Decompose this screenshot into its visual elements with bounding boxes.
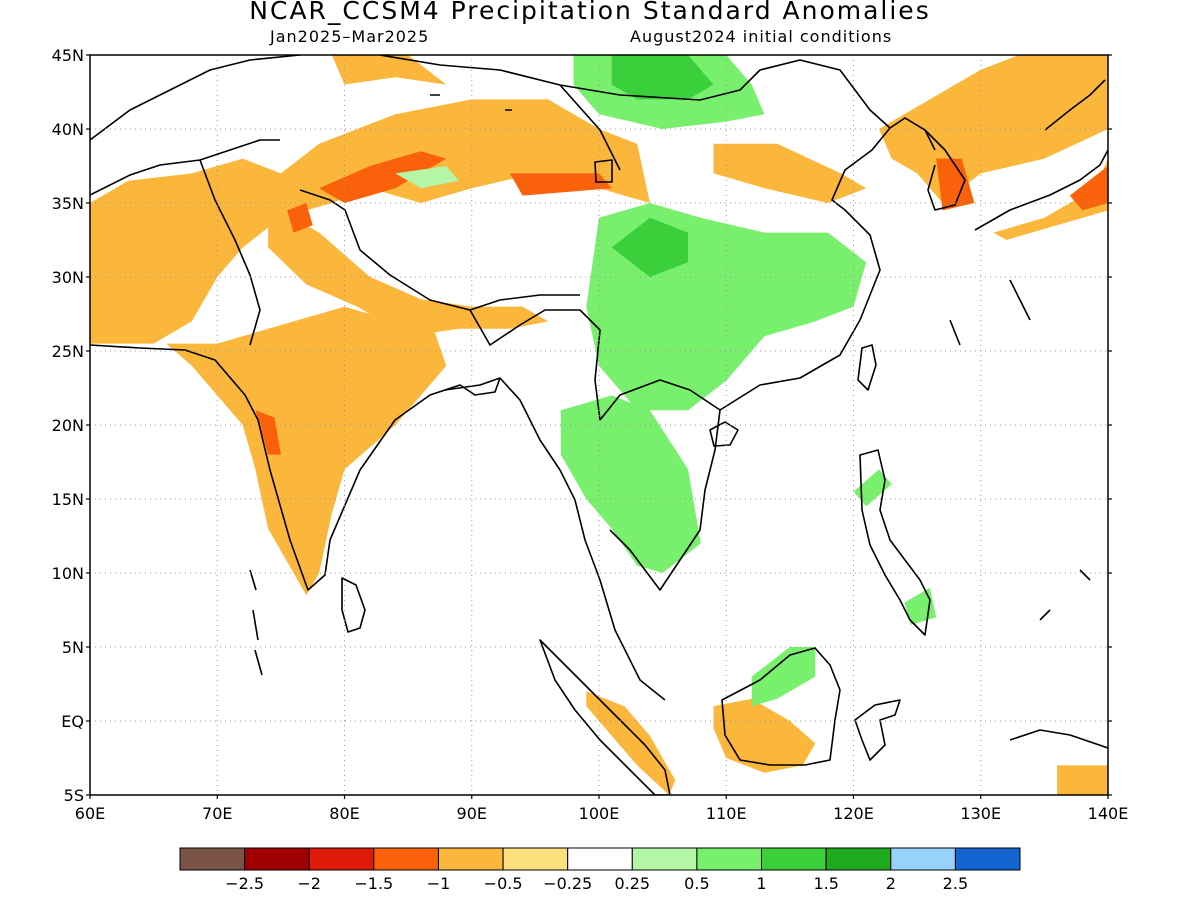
anomaly-region-sichuan-wetter (611, 217, 689, 277)
colorbar-label: 0.5 (684, 874, 709, 893)
lon-label: 90E (457, 804, 487, 823)
colorbar-swatch (761, 847, 827, 871)
colorbar-labels: −2.5 −2 −1.5 −1 −0.5 −0.25 0.25 0.5 1 1.5 2 2.5 (225, 874, 968, 893)
colorbar (179, 847, 1021, 871)
anomaly-region-mongolia-wetter (611, 55, 714, 100)
lat-label: 5N (62, 638, 84, 657)
lon-label: 70E (202, 804, 232, 823)
colorbar-swatch (631, 847, 698, 871)
anomaly-region-tarim-wet (395, 166, 459, 189)
lon-label: 100E (579, 804, 620, 823)
anomaly-shading (90, 55, 1108, 795)
anomaly-region-mongolia-dry (331, 55, 447, 85)
lat-label: 35N (52, 194, 84, 213)
anomaly-region-india-dry (166, 306, 447, 596)
anomaly-region-himalaya-dry (268, 203, 549, 337)
anomaly-region-central-asia-dry (90, 99, 650, 344)
colorbar-swatch (954, 847, 1021, 871)
anomaly-region-korea-drier (936, 158, 975, 211)
lon-label: 60E (75, 804, 105, 823)
anomaly-region-manchuria-dry (879, 55, 1108, 203)
anomaly-region-north-china-dry (713, 143, 867, 203)
anomaly-region-tibet-drier (319, 151, 447, 203)
map-title: NCAR_CCSM4 Precipitation Standard Anomal… (249, 0, 931, 25)
lat-label: 5S (64, 786, 84, 805)
colorbar-swatch (179, 847, 246, 871)
colorbar-swatch (244, 847, 310, 871)
colorbar-swatch (825, 847, 892, 871)
lat-label: 10N (52, 564, 84, 583)
latitude-tick-labels: 45N 40N 35N 30N 25N 20N 15N 10N 5N EQ 5S (52, 46, 84, 805)
anomaly-region-new-guinea-dry (1057, 765, 1108, 795)
lat-label: 20N (52, 416, 84, 435)
initial-conditions: August2024 initial conditions (630, 27, 893, 46)
anomaly-region-japan-drier (1069, 166, 1108, 211)
lon-label: 80E (329, 804, 359, 823)
anomaly-region-borneo-wet (751, 647, 816, 707)
colorbar-swatch (696, 847, 763, 871)
colorbar-swatch (373, 847, 439, 871)
colorbar-swatch (502, 847, 569, 871)
colorbar-label: 0.25 (614, 874, 650, 893)
lat-label: 30N (52, 268, 84, 287)
colorbar-label: −0.5 (484, 874, 523, 893)
colorbar-label: 2 (886, 874, 896, 893)
longitude-tick-labels: 60E 70E 80E 90E 100E 110E 120E 130E 140E (75, 804, 1129, 823)
lat-label: EQ (61, 712, 84, 731)
lon-label: 120E (833, 804, 874, 823)
lon-label: 130E (960, 804, 1001, 823)
colorbar-label: −2 (297, 874, 321, 893)
colorbar-swatch (438, 847, 504, 871)
colorbar-swatch (567, 847, 633, 871)
lat-label: 15N (52, 490, 84, 509)
anomaly-region-kashmir-drier (287, 203, 313, 233)
colorbar-label: −0.25 (543, 874, 592, 893)
lon-label: 140E (1088, 804, 1129, 823)
lat-label: 25N (52, 342, 84, 361)
colorbar-label: 2.5 (943, 874, 968, 893)
graticule (90, 55, 1108, 795)
coastline-outlines (90, 55, 1108, 795)
lat-label: 40N (52, 120, 84, 139)
colorbar-label: −1.5 (354, 874, 393, 893)
colorbar-label: −2.5 (225, 874, 264, 893)
anomaly-region-qinghai-drier (509, 173, 612, 196)
anomaly-region-western-ghats-drier (255, 410, 281, 455)
anomaly-region-south-china-wet (586, 203, 867, 411)
anomaly-region-sumatra-dry (586, 691, 676, 795)
lon-label: 110E (706, 804, 747, 823)
colorbar-swatch (308, 847, 375, 871)
axis-ticks (86, 54, 1112, 799)
colorbar-label: 1.5 (813, 874, 838, 893)
forecast-period: Jan2025–Mar2025 (270, 27, 430, 46)
colorbar-swatch (890, 847, 956, 871)
colorbar-label: 1 (756, 874, 766, 893)
anomaly-region-indochina-wet (560, 395, 701, 573)
anomaly-region-borneo-dry (713, 698, 816, 773)
lat-label: 45N (52, 46, 84, 65)
colorbar-label: −1 (427, 874, 451, 893)
anomaly-region-philippines-wet (853, 469, 892, 507)
